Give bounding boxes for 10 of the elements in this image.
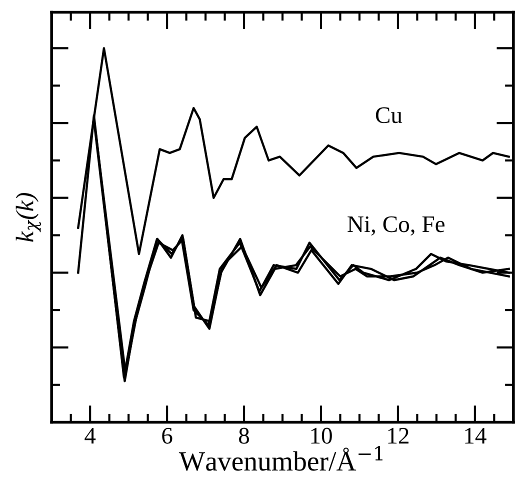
x-tick-label: 4 — [84, 428, 96, 444]
x-axis-title: Wavenumber/Å$^{−1}$ — [178, 446, 382, 471]
x-tick-label: 12 — [388, 428, 408, 444]
x-tick-label: 8 — [239, 428, 250, 444]
x-tick-label: 10 — [311, 428, 332, 444]
x-tick-label: 14 — [465, 428, 486, 444]
y-axis-title: k$_{χ}$(k) — [16, 192, 41, 242]
annotation: Cu — [376, 107, 402, 124]
annotation: Ni, Co, Fe — [348, 216, 444, 236]
x-tick-label: 6 — [162, 428, 172, 444]
